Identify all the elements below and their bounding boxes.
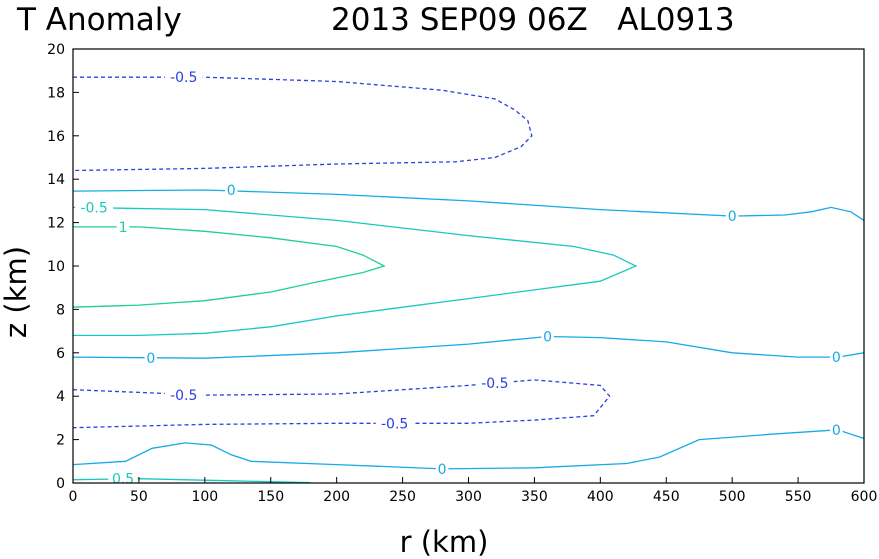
x-tick-label: 400	[587, 489, 614, 505]
contour-label-bg	[144, 350, 158, 367]
x-tick-label: 500	[719, 489, 746, 505]
x-tick-label: 550	[785, 489, 812, 505]
chart-title-right: 2013 SEP09 06Z AL0913	[331, 2, 735, 38]
contour-label-bg	[475, 375, 514, 392]
contour-lines	[72, 76, 865, 484]
contour-neg-0.5-lower	[72, 379, 611, 429]
contour-label: 0	[146, 351, 155, 367]
contour-label-bg	[830, 421, 843, 438]
contour-label: -0.5	[381, 416, 408, 432]
contour-zero-lower	[72, 429, 865, 470]
contour-labels: -0.5 0 -0.5 1 0 0 0 0 -0.5 -0.5 -0.5 0 0 0.5	[75, 69, 843, 488]
contour-label: 0	[438, 462, 447, 478]
y-tick-label: 10	[47, 259, 65, 275]
contour-label: 0	[832, 350, 841, 366]
contour-pos-1	[72, 226, 386, 308]
contour-label-bg	[116, 218, 130, 235]
y-tick-label: 20	[47, 42, 65, 58]
contour-label-bg	[541, 328, 554, 345]
contour-label-bg	[164, 387, 203, 404]
x-tick-label: 450	[653, 489, 680, 505]
contour-label: -0.5	[170, 388, 197, 404]
contour-zero-upper	[72, 189, 865, 221]
chart-title-left: T Anomaly	[16, 2, 182, 38]
contour-label-bg	[435, 460, 449, 477]
y-tick-label: 14	[47, 172, 65, 188]
contour-label: 0	[728, 209, 737, 225]
contour-label: 0	[227, 183, 236, 199]
x-tick-label: 100	[191, 489, 218, 505]
y-tick-label: 4	[56, 389, 65, 405]
contour-label-bg	[75, 199, 114, 216]
y-tick-label: 12	[47, 216, 65, 232]
x-axis-label: r (km)	[400, 525, 489, 559]
contour-label: -0.5	[170, 70, 197, 86]
x-axis: 0 50 100 150 200 250 300 350 400 450 500 550 600	[69, 477, 878, 505]
y-axis-label: z (km)	[0, 246, 33, 338]
contour-label-bg	[725, 208, 739, 225]
contour-label: 1	[119, 220, 128, 236]
contour-label: 0.5	[112, 472, 134, 488]
contour-neg-0.5-upper	[72, 76, 533, 172]
contour-zero-middle	[72, 335, 865, 359]
y-tick-label: 16	[47, 129, 65, 145]
y-tick-label: 18	[47, 85, 65, 101]
contour-label: -0.5	[481, 376, 508, 392]
contour-label: 0	[543, 330, 552, 346]
contour-pos-0.5	[72, 206, 638, 337]
y-axis: 0 2 4 6 8 10 12 14 16 18 20	[47, 42, 79, 492]
contour-label-bg	[164, 69, 203, 86]
x-tick-label: 0	[69, 489, 78, 505]
contour-label-bg	[830, 349, 843, 366]
y-tick-label: 6	[56, 346, 65, 362]
x-tick-label: 250	[389, 489, 416, 505]
x-tick-label: 300	[455, 489, 482, 505]
x-tick-label: 200	[323, 489, 350, 505]
x-tick-label: 150	[257, 489, 284, 505]
contour-label: -0.5	[80, 200, 107, 216]
x-tick-label: 600	[851, 489, 878, 505]
y-tick-label: 2	[56, 433, 65, 449]
x-tick-label: 350	[521, 489, 548, 505]
contour-label: 0	[832, 423, 841, 439]
x-tick-label: 50	[130, 489, 148, 505]
contour-label-bg	[375, 415, 414, 432]
plot-frame	[72, 48, 865, 484]
y-tick-label: 0	[56, 476, 65, 492]
y-tick-label: 8	[56, 302, 65, 318]
contour-label-bg	[224, 182, 238, 199]
